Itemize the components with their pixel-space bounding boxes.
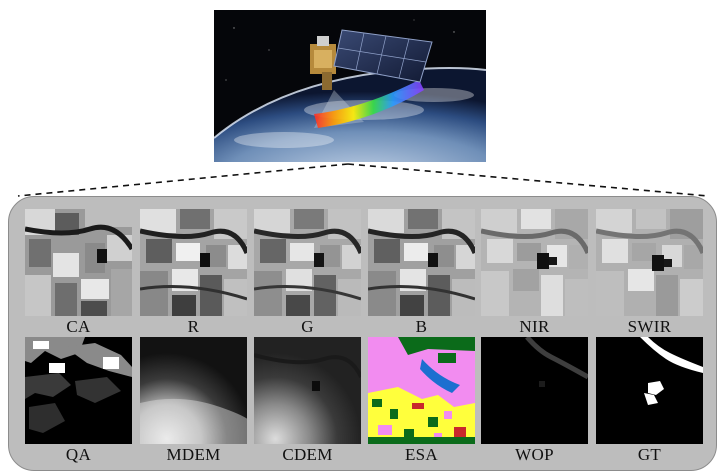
tile-wop	[481, 337, 588, 444]
caption-nir: NIR	[519, 317, 550, 336]
caption-swir: SWIR	[627, 317, 672, 336]
tile-g	[254, 209, 361, 316]
caption-b: B	[415, 317, 428, 336]
tile-mdem	[140, 337, 247, 444]
tile-esa	[368, 337, 475, 444]
caption-cdem: CDEM	[282, 445, 333, 464]
caption-qa: QA	[65, 445, 92, 464]
caption-ca: CA	[66, 317, 91, 336]
tile-ca	[25, 209, 132, 316]
satellite-illustration	[213, 10, 487, 162]
tile-b	[368, 209, 475, 316]
caption-wop: WOP	[515, 445, 554, 464]
tile-gt	[596, 337, 703, 444]
tile-swir	[596, 209, 703, 316]
tile-qa	[25, 337, 132, 444]
caption-r: R	[187, 317, 200, 336]
tile-nir	[481, 209, 588, 316]
caption-mdem: MDEM	[166, 445, 221, 464]
caption-gt: GT	[637, 445, 662, 464]
caption-esa: ESA	[404, 445, 439, 464]
tile-cdem	[254, 337, 361, 444]
tile-r	[140, 209, 247, 316]
caption-g: G	[301, 317, 314, 336]
